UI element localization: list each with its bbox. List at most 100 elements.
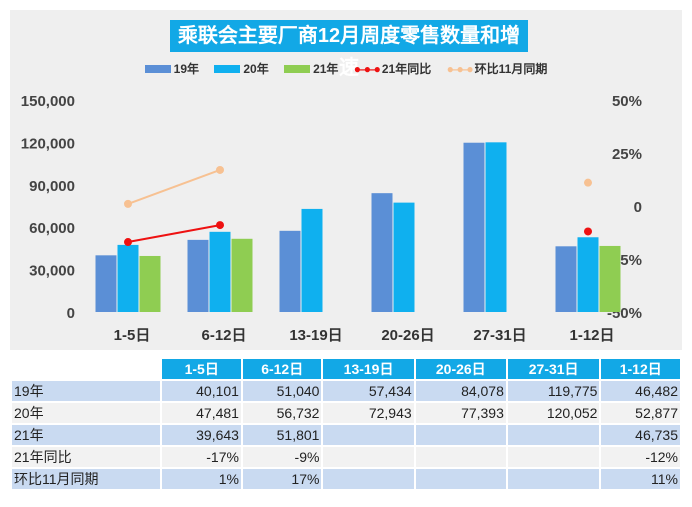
bar-20年 xyxy=(393,202,415,312)
table-row: 21年 39,643 51,801 46,735 xyxy=(12,425,680,445)
y2-tick-label: 25% xyxy=(612,146,642,163)
legend-label: 21年同比 xyxy=(381,62,432,76)
column-header xyxy=(12,359,161,379)
table-cell xyxy=(507,469,600,489)
table-row: 20年 47,481 56,732 72,943 77,393 120,052 52,877 xyxy=(12,403,680,423)
table-cell xyxy=(323,447,414,467)
table-cell: -12% xyxy=(601,447,680,467)
line-segment xyxy=(127,224,221,244)
bar-20年 xyxy=(577,237,599,312)
column-header: 6-12日 xyxy=(242,359,322,379)
table-cell: -17% xyxy=(162,447,241,467)
line-point xyxy=(216,221,224,230)
table-cell: 46,482 xyxy=(601,381,680,401)
legend-20: 20年 xyxy=(214,60,269,77)
data-table: 1-5日 6-12日 13-19日 20-26日 27-31日 1-12日 19年 40,10… xyxy=(10,357,682,491)
table-header-row: 1-5日 6-12日 13-19日 20-26日 27-31日 1-12日 xyxy=(12,359,680,379)
table-cell: 52,877 xyxy=(601,403,680,423)
bar-19年 xyxy=(555,246,577,312)
line-point xyxy=(124,199,132,208)
y-tick-label: 0 xyxy=(67,305,75,322)
table-cell: 72,943 xyxy=(323,403,414,423)
bar-19年 xyxy=(187,239,209,312)
table-cell: 46,735 xyxy=(601,425,680,445)
y-tick-label: 60,000 xyxy=(29,220,75,237)
table-cell xyxy=(415,425,506,445)
table-cell: 51,040 xyxy=(242,381,322,401)
x-tick-label: 27-31日 xyxy=(473,327,526,344)
table-cell: 1% xyxy=(162,469,241,489)
legend: 19年 20年 21年 ●–●–● 21年同比 ●–●–● 环比11月同期 xyxy=(0,60,692,77)
line-point xyxy=(584,178,592,187)
bar-19年 xyxy=(371,193,393,312)
y2-tick-label: 0 xyxy=(634,199,642,216)
line-point xyxy=(124,238,132,247)
y-tick-label: 30,000 xyxy=(29,263,75,280)
table-cell xyxy=(323,425,414,445)
bar-19年 xyxy=(463,142,485,312)
legend-yoy: ●–●–● 21年同比 xyxy=(353,61,432,77)
legend-mom: ●–●–● 环比11月同期 xyxy=(446,61,548,77)
table-cell xyxy=(507,447,600,467)
bar-21年 xyxy=(599,245,621,312)
bar-20年 xyxy=(485,142,507,312)
table-cell: 11% xyxy=(601,469,680,489)
x-tick-label: 20-26日 xyxy=(381,327,434,344)
legend-label: 21年 xyxy=(313,62,339,76)
y2-tick-label: 50% xyxy=(612,93,642,110)
table-cell: 20年 xyxy=(12,403,161,423)
table-cell: 40,101 xyxy=(162,381,241,401)
table-cell: 环比11月同期 xyxy=(12,469,161,489)
legend-19: 19年 xyxy=(144,60,200,77)
table-row: 21年同比 -17% -9% -12% xyxy=(12,447,680,467)
table-cell xyxy=(507,425,600,445)
bar-21年 xyxy=(139,255,161,312)
table-cell: 120,052 xyxy=(507,403,600,423)
legend-label: 20年 xyxy=(243,62,269,76)
column-header: 20-26日 xyxy=(415,359,506,379)
table-cell: 47,481 xyxy=(162,403,241,423)
bar-21年 xyxy=(231,238,253,312)
table-cell: 56,732 xyxy=(242,403,322,423)
bar-20年 xyxy=(117,244,139,312)
bar-19年 xyxy=(95,255,117,312)
table-cell: 77,393 xyxy=(415,403,506,423)
legend-label: 19年 xyxy=(173,62,200,76)
table-cell xyxy=(415,469,506,489)
column-header: 1-5日 xyxy=(162,359,241,379)
table-cell xyxy=(323,469,414,489)
legend-21: 21年 xyxy=(284,60,338,77)
chart-title: 乘联会主要厂商12月周度零售数量和增速 xyxy=(170,20,528,79)
x-tick-label: 13-19日 xyxy=(289,327,342,344)
y-tick-label: 120,000 xyxy=(21,135,75,152)
table-cell: -9% xyxy=(242,447,322,467)
x-tick-label: 1-12日 xyxy=(569,327,614,344)
table-cell: 39,643 xyxy=(162,425,241,445)
y-tick-label: 90,000 xyxy=(29,178,75,195)
table-cell: 51,801 xyxy=(242,425,322,445)
table-row: 环比11月同期 1% 17% 11% xyxy=(12,469,680,489)
table-cell: 17% xyxy=(242,469,322,489)
line-segment xyxy=(127,169,221,205)
table-row: 19年 40,101 51,040 57,434 84,078 119,775 46,482 xyxy=(12,381,680,401)
x-tick-label: 1-5日 xyxy=(114,327,151,344)
bar-19年 xyxy=(279,230,301,312)
chart-plot: 030,00060,00090,000120,000150,000-50%-25… xyxy=(21,93,642,344)
legend-label: 环比11月同期 xyxy=(474,62,548,76)
column-header: 1-12日 xyxy=(601,359,680,379)
column-header: 27-31日 xyxy=(507,359,600,379)
table-cell: 119,775 xyxy=(507,381,600,401)
y-tick-label: 150,000 xyxy=(21,93,75,110)
line-point xyxy=(216,165,224,174)
column-header: 13-19日 xyxy=(323,359,414,379)
bar-20年 xyxy=(301,208,323,312)
table-cell: 21年 xyxy=(12,425,161,445)
line-point xyxy=(584,227,592,236)
table-cell: 57,434 xyxy=(323,381,414,401)
table-cell: 21年同比 xyxy=(12,447,161,467)
x-tick-label: 6-12日 xyxy=(201,327,246,344)
table-cell: 19年 xyxy=(12,381,161,401)
table-cell xyxy=(415,447,506,467)
bar-20年 xyxy=(209,231,231,312)
table-cell: 84,078 xyxy=(415,381,506,401)
